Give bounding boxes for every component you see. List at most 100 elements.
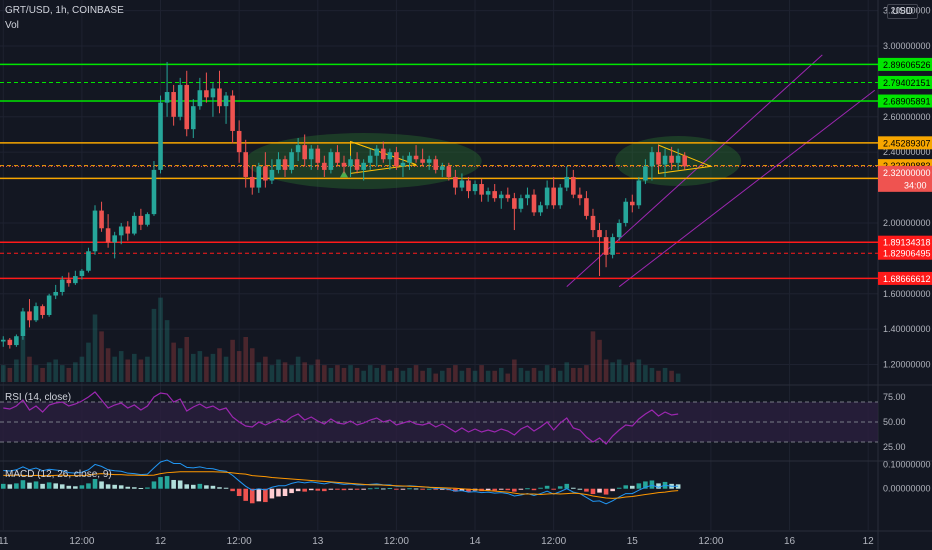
- level-label: 1.82906495: [883, 249, 931, 259]
- breakout-marker: [339, 170, 348, 178]
- macd-histogram-bar: [66, 485, 72, 489]
- volume-bar: [538, 370, 543, 382]
- candle-body: [138, 215, 144, 225]
- macd-histogram-bar: [322, 488, 327, 492]
- candle-body: [584, 198, 589, 216]
- volume-bar: [492, 370, 497, 382]
- candle-body: [531, 194, 537, 213]
- candle-body: [557, 187, 563, 206]
- level-label-box: [878, 136, 932, 150]
- volume-bar: [302, 362, 307, 382]
- candle-body: [145, 214, 150, 225]
- time-tick-label: 11: [0, 536, 9, 547]
- macd-histogram-bar: [544, 485, 550, 489]
- volume-bar: [7, 367, 13, 382]
- macd-histogram-bar: [367, 488, 373, 490]
- price-tick-label: 1.60000000: [883, 289, 931, 299]
- macd-histogram-bar: [335, 488, 340, 490]
- macd-histogram-bar: [282, 488, 288, 496]
- volume-bar: [472, 370, 478, 382]
- price-tick-label: 1.40000000: [883, 324, 931, 334]
- macd-histogram-bar: [557, 486, 563, 489]
- candle-body: [132, 215, 137, 234]
- volume-bar: [505, 373, 511, 382]
- candle-body: [525, 194, 530, 199]
- volume-bar: [125, 359, 131, 382]
- macd-histogram-bar: [420, 488, 425, 490]
- macd-histogram-bar: [564, 483, 570, 489]
- macd-histogram-bar: [86, 483, 91, 489]
- time-tick-label: 12: [863, 536, 875, 547]
- volume-bar: [256, 362, 262, 382]
- macd-histogram-bar: [53, 483, 58, 489]
- macd-histogram-bar: [643, 481, 648, 489]
- candle-body: [33, 306, 39, 321]
- volume-bar: [525, 370, 530, 382]
- time-tick-label: 12:00: [698, 536, 723, 547]
- volume-bar: [0, 365, 6, 382]
- volume-bar: [269, 365, 275, 382]
- volume-bar: [387, 370, 393, 382]
- currency-button[interactable]: USD: [886, 4, 918, 19]
- macd-histogram-bar: [525, 488, 530, 490]
- volume-bar: [590, 331, 596, 382]
- macd-histogram-bar: [132, 487, 137, 489]
- volume-bar: [33, 365, 39, 382]
- volume-bar: [132, 353, 137, 382]
- volume-bar: [531, 367, 537, 382]
- volume-bar: [662, 367, 668, 382]
- volume-bar: [184, 337, 190, 382]
- candle-body: [236, 130, 242, 153]
- rsi-tick-label: 75.00: [883, 392, 906, 402]
- candle-body: [597, 230, 602, 238]
- macd-histogram-bar: [197, 483, 203, 489]
- macd-histogram-bar: [374, 487, 380, 489]
- macd-histogram-bar: [341, 488, 347, 491]
- volume-bar: [151, 308, 157, 382]
- candle-body: [669, 155, 674, 163]
- candle-body: [466, 180, 471, 192]
- candle-body: [308, 148, 314, 160]
- candle-body: [439, 166, 445, 170]
- candle-body: [204, 90, 209, 98]
- macd-histogram-bar: [79, 485, 85, 489]
- volume-bar: [603, 359, 609, 382]
- macd-histogram-bar: [171, 479, 176, 489]
- macd-histogram-bar: [217, 487, 222, 489]
- candle-body: [387, 152, 393, 160]
- candle-body: [315, 148, 321, 163]
- volume-bar: [420, 370, 425, 382]
- macd-histogram-bar: [190, 484, 196, 489]
- volume-bar: [249, 348, 255, 382]
- candle-body: [289, 152, 294, 170]
- volume-bar: [276, 359, 281, 382]
- volume-bar: [426, 367, 432, 382]
- macd-histogram-bar: [223, 487, 229, 489]
- volume-bar: [675, 373, 681, 382]
- volume-bar: [656, 370, 661, 382]
- macd-histogram-bar: [256, 488, 262, 502]
- level-label-box: [878, 235, 932, 249]
- candle-body: [263, 166, 268, 181]
- candle-body: [269, 169, 275, 181]
- volume-bar: [361, 370, 366, 382]
- macd-histogram-bar: [118, 485, 124, 489]
- volume-bar: [263, 356, 268, 382]
- volume-bar: [544, 365, 550, 382]
- macd-histogram-bar: [112, 484, 117, 489]
- candle-body: [243, 152, 249, 177]
- volume-bar: [197, 351, 203, 382]
- volume-bar: [158, 297, 163, 382]
- candle-body: [407, 155, 412, 163]
- volume-bar: [551, 367, 556, 382]
- volume-bar: [623, 365, 629, 382]
- volume-bar: [616, 359, 622, 382]
- candle-body: [112, 235, 117, 243]
- candle-body: [348, 159, 353, 167]
- volume-bar: [413, 365, 419, 382]
- volume-bar: [46, 362, 52, 382]
- price-tick-label: 3.20000000: [883, 6, 931, 16]
- volume-bar: [498, 367, 504, 382]
- level-label: 1.68666612: [883, 274, 931, 284]
